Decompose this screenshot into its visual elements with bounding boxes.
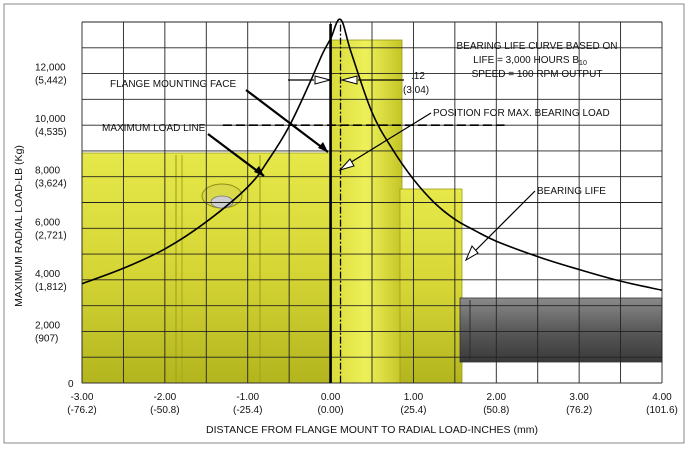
x-tick-sublabel: (76.2) bbox=[566, 405, 592, 416]
x-tick-sublabel: (-25.4) bbox=[233, 405, 262, 416]
gearbox-body bbox=[399, 188, 463, 384]
title-block-line-3: SPEED = 100 RPM OUTPUT bbox=[472, 69, 603, 80]
y-tick-label: 12,000 bbox=[35, 63, 66, 74]
series-bearing-life bbox=[81, 18, 663, 291]
title-block-line-2-main: LIFE = 3,000 HOURS B bbox=[473, 55, 579, 66]
y-axis-title: MAXIMUM RADIAL LOAD-LB (Kg) bbox=[13, 145, 25, 307]
output-shaft bbox=[459, 297, 663, 363]
outer-border bbox=[3, 3, 685, 444]
x-tick-sublabel: (-76.2) bbox=[67, 405, 96, 416]
y-tick-sublabel: (907) bbox=[35, 333, 58, 344]
leader-position-max-load bbox=[347, 112, 432, 165]
x-tick-label: 2.00 bbox=[487, 392, 507, 403]
x-tick-sublabel: (0.00) bbox=[318, 405, 344, 416]
mount-hole-bolt bbox=[210, 195, 234, 209]
x-tick-sublabel: (25.4) bbox=[400, 405, 426, 416]
x-tick-sublabel: (50.8) bbox=[483, 405, 509, 416]
x-tick-label: 0.00 bbox=[321, 392, 341, 403]
title-block-line-2: LIFE = 3,000 HOURS B10 bbox=[473, 55, 587, 67]
x-tick-label: -1.00 bbox=[236, 392, 259, 403]
x-tick-label: 1.00 bbox=[404, 392, 424, 403]
y-tick-sublabel: (3,624) bbox=[35, 179, 67, 190]
grid bbox=[81, 21, 663, 383]
x-tick-label: 3.00 bbox=[569, 392, 589, 403]
x-tick-label: -3.00 bbox=[71, 392, 94, 403]
y-tick-label: 10,000 bbox=[35, 114, 66, 125]
y-tick-label: 0 bbox=[68, 379, 74, 390]
y-tick-sublabel: (5,442) bbox=[35, 76, 67, 87]
x-axis-title: DISTANCE FROM FLANGE MOUNT TO RADIAL LOA… bbox=[206, 424, 538, 436]
y-tick-sublabel: (4,535) bbox=[35, 127, 67, 138]
label-flange-mounting-face: FLANGE MOUNTING FACE bbox=[110, 79, 236, 90]
x-tick-sublabel: (-50.8) bbox=[150, 405, 179, 416]
y-tick-label: 6,000 bbox=[35, 217, 60, 228]
x-tick-labels: -3.00 (-76.2) -2.00 (-50.8) -1.00 (-25.4) 0.00… bbox=[67, 392, 678, 416]
dim-arrow-right-head bbox=[340, 75, 358, 85]
dim-arrow-left-head bbox=[314, 75, 332, 85]
arrowhead-bearing-life bbox=[464, 245, 479, 262]
y-tick-label: 4,000 bbox=[35, 269, 60, 280]
label-position-max-load: POSITION FOR MAX. BEARING LOAD bbox=[433, 108, 610, 119]
x-tick-sublabel: (101.6) bbox=[646, 405, 678, 416]
label-offset-mm: (3.04) bbox=[403, 85, 429, 96]
x-tick-label: 4.00 bbox=[652, 392, 672, 403]
leader-bearing-life bbox=[473, 190, 536, 253]
arrowhead-flange-mounting-face bbox=[318, 142, 328, 152]
label-maximum-load-line: MAXIMUM LOAD LINE bbox=[102, 123, 206, 134]
arrowhead-maximum-load-line bbox=[254, 166, 264, 176]
y-tick-sublabel: (2,721) bbox=[35, 230, 67, 241]
leader-maximum-load-line bbox=[207, 133, 265, 177]
arrowhead-position-max-load bbox=[338, 158, 355, 171]
leader-flange-mounting-face bbox=[245, 89, 329, 153]
title-block-subscript: 10 bbox=[579, 60, 587, 67]
y-tick-label: 2,000 bbox=[35, 320, 60, 331]
actuator-illustration bbox=[81, 39, 663, 384]
title-block-line-1: BEARING LIFE CURVE BASED ON bbox=[457, 41, 618, 52]
y-tick-sublabel: (1,812) bbox=[35, 282, 67, 293]
label-offset-in: .12 bbox=[411, 71, 425, 82]
y-tick-labels: 0 2,000 (907) 4,000 (1,812) 6,000 (2,721) 8,000… bbox=[35, 63, 74, 390]
label-bearing-life: BEARING LIFE bbox=[537, 186, 606, 197]
annotations: BEARING LIFE CURVE BASED ON LIFE = 3,000… bbox=[102, 41, 618, 262]
y-tick-label: 8,000 bbox=[35, 166, 60, 177]
x-tick-label: -2.00 bbox=[153, 392, 176, 403]
